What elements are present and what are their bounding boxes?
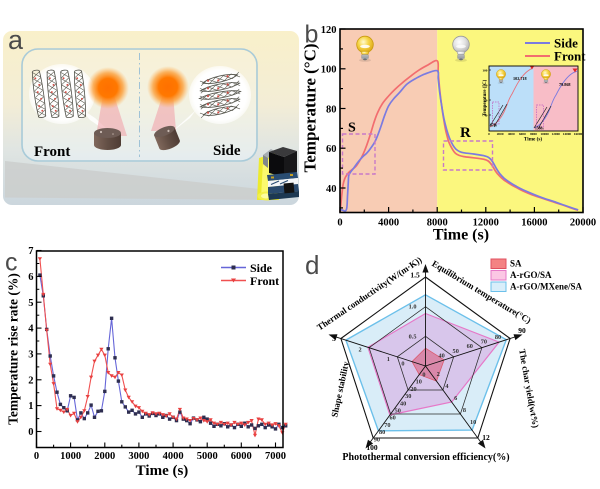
svg-text:Side: Side [554, 36, 578, 51]
svg-text:A-rGO/MXene/SA: A-rGO/MXene/SA [510, 282, 582, 292]
svg-text:1588s: 1588s [535, 127, 544, 131]
svg-text:Front: Front [34, 144, 70, 160]
svg-text:8000: 8000 [427, 218, 448, 229]
svg-text:12000: 12000 [473, 218, 499, 229]
svg-text:7: 7 [28, 246, 33, 257]
svg-text:d: d [305, 250, 319, 280]
svg-text:4000: 4000 [163, 451, 184, 462]
svg-text:Time (s): Time (s) [136, 463, 189, 479]
svg-text:4000: 4000 [508, 132, 515, 136]
svg-text:6: 6 [454, 395, 457, 402]
svg-text:20: 20 [410, 386, 416, 393]
svg-text:80: 80 [379, 429, 385, 436]
svg-text:0.5: 0.5 [409, 333, 417, 340]
svg-text:14000: 14000 [563, 132, 572, 136]
svg-text:100: 100 [482, 68, 487, 72]
svg-text:80: 80 [326, 104, 337, 115]
svg-text:Photothermal conversion effici: Photothermal conversion efficiency(%) [342, 452, 509, 463]
svg-text:90: 90 [374, 436, 380, 443]
svg-text:40: 40 [400, 400, 406, 407]
svg-text:6: 6 [28, 272, 33, 283]
svg-text:12000: 12000 [552, 132, 561, 136]
svg-text:79.868: 79.868 [559, 82, 571, 87]
svg-text:0: 0 [401, 361, 404, 368]
svg-text:2000: 2000 [497, 132, 504, 136]
svg-text:Time (s): Time (s) [433, 227, 489, 244]
svg-text:The char yield(wt%): The char yield(wt%) [517, 348, 541, 428]
svg-text:1.0: 1.0 [409, 304, 417, 311]
svg-text:60: 60 [467, 343, 473, 350]
svg-text:1: 1 [387, 356, 390, 363]
svg-text:3: 3 [332, 334, 336, 343]
svg-text:3000: 3000 [128, 451, 149, 462]
svg-text:3: 3 [28, 349, 33, 360]
svg-text:1000: 1000 [60, 451, 81, 462]
svg-text:8000: 8000 [530, 132, 537, 136]
svg-text:80: 80 [495, 334, 501, 341]
svg-text:Temperature (°C): Temperature (°C) [301, 43, 320, 172]
svg-text:10: 10 [470, 419, 476, 426]
svg-text:90: 90 [518, 326, 526, 335]
svg-text:4: 4 [445, 383, 449, 390]
svg-text:30: 30 [405, 393, 411, 400]
svg-text:0: 0 [488, 132, 490, 136]
svg-text:Front: Front [250, 274, 279, 288]
svg-text:60: 60 [484, 98, 488, 102]
svg-text:40: 40 [484, 113, 488, 117]
svg-text:4000: 4000 [378, 218, 399, 229]
svg-text:100: 100 [321, 65, 337, 76]
svg-text:80: 80 [484, 83, 488, 87]
svg-text:2: 2 [437, 371, 440, 378]
svg-text:4: 4 [28, 324, 34, 335]
svg-text:2000: 2000 [94, 451, 115, 462]
svg-text:c: c [5, 249, 18, 277]
svg-text:60: 60 [389, 415, 395, 422]
svg-text:Front: Front [554, 49, 586, 64]
svg-text:978s: 978s [490, 124, 497, 128]
svg-text:2: 2 [28, 375, 33, 386]
svg-text:2: 2 [359, 347, 362, 354]
svg-text:a: a [8, 25, 24, 55]
svg-text:120: 120 [321, 25, 337, 36]
svg-text:A-rGO/SA: A-rGO/SA [510, 270, 552, 280]
svg-text:40: 40 [438, 352, 444, 359]
svg-text:0: 0 [337, 218, 342, 229]
svg-text:6000: 6000 [231, 451, 252, 462]
svg-text:12: 12 [482, 433, 490, 442]
svg-text:R: R [460, 125, 471, 141]
svg-text:10000: 10000 [540, 132, 549, 136]
svg-text:100: 100 [366, 443, 378, 452]
svg-text:40: 40 [326, 184, 337, 195]
svg-text:8: 8 [463, 407, 466, 414]
svg-text:Time (s): Time (s) [524, 136, 542, 143]
svg-text:0: 0 [34, 451, 39, 462]
svg-text:102.718: 102.718 [513, 76, 527, 81]
svg-text:Temperature (°C): Temperature (°C) [483, 79, 488, 116]
svg-text:1.5: 1.5 [410, 271, 420, 280]
svg-text:0: 0 [28, 427, 33, 438]
svg-text:70: 70 [481, 339, 487, 346]
svg-text:60: 60 [326, 144, 337, 155]
svg-text:20000: 20000 [570, 218, 596, 229]
svg-text:b: b [305, 21, 319, 49]
svg-text:SA: SA [510, 259, 522, 269]
svg-text:70: 70 [384, 422, 390, 429]
svg-text:Side: Side [213, 143, 241, 159]
svg-text:10: 10 [416, 379, 422, 386]
svg-text:16000: 16000 [521, 218, 547, 229]
svg-text:Side: Side [250, 261, 273, 275]
svg-text:50: 50 [453, 348, 459, 355]
svg-text:50: 50 [395, 408, 401, 415]
svg-text:5000: 5000 [197, 451, 218, 462]
svg-text:16000: 16000 [574, 132, 583, 136]
svg-text:0: 0 [422, 372, 425, 379]
svg-text:6000: 6000 [519, 132, 526, 136]
svg-text:1: 1 [28, 401, 33, 412]
svg-text:S: S [348, 121, 356, 136]
svg-text:Shape stability: Shape stability [329, 360, 351, 418]
svg-text:Temperature rise rate (%): Temperature rise rate (%) [6, 273, 21, 425]
svg-text:7000: 7000 [265, 451, 286, 462]
svg-text:5: 5 [28, 298, 33, 309]
